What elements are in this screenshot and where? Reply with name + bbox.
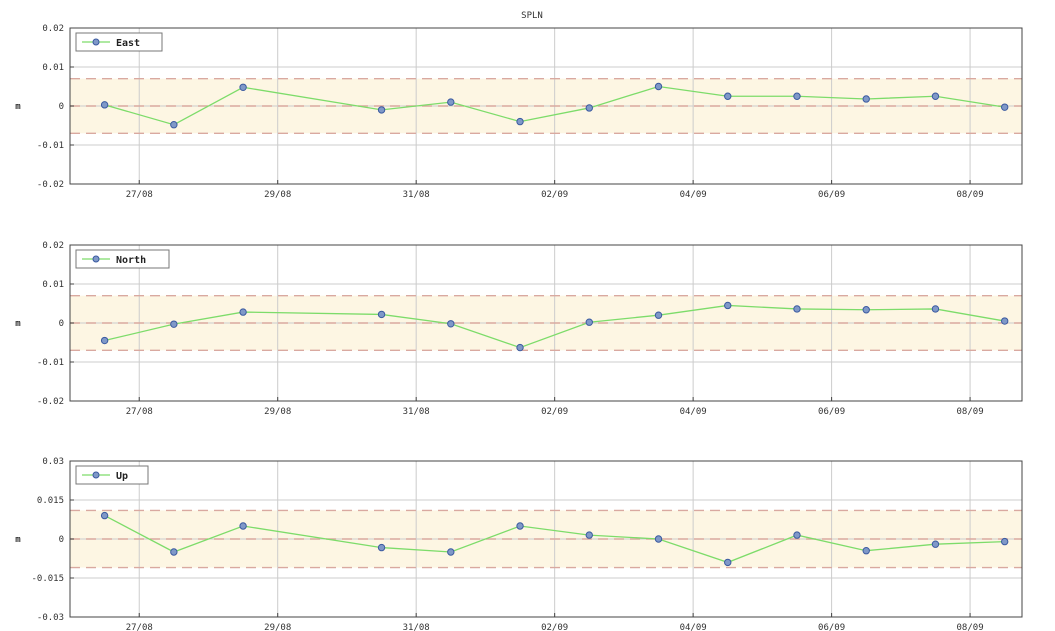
y-tick-label: 0 bbox=[59, 535, 64, 545]
panel-east: -0.02 -0.01 0 0.01 0.02 27/08 29/08 31/08 02/09 0… bbox=[15, 24, 1023, 200]
x-tick-label: 27/08 bbox=[126, 190, 153, 200]
y-tick-label: 0.01 bbox=[42, 63, 64, 73]
data-point bbox=[793, 305, 801, 313]
data-point bbox=[862, 95, 870, 103]
legend: Up bbox=[75, 465, 149, 485]
y-tick-label: 0.01 bbox=[42, 280, 64, 290]
data-point bbox=[239, 308, 247, 316]
x-tick-label: 08/09 bbox=[957, 190, 984, 200]
data-point bbox=[377, 106, 386, 114]
data-point bbox=[654, 82, 663, 91]
x-tick-label: 08/09 bbox=[957, 407, 984, 417]
panel-up: -0.03 -0.015 0 0.015 0.03 27/08 29/08 31/08 02/0… bbox=[15, 457, 1023, 631]
x-tick-label: 02/09 bbox=[541, 190, 568, 200]
x-tick-label: 31/08 bbox=[403, 407, 430, 417]
data-point bbox=[585, 104, 593, 112]
data-point bbox=[793, 92, 801, 100]
legend-label: Up bbox=[116, 471, 128, 482]
legend: North bbox=[75, 249, 170, 269]
data-point bbox=[654, 311, 663, 319]
data-point bbox=[516, 522, 524, 530]
x-tick-label: 06/09 bbox=[818, 190, 845, 200]
data-point bbox=[100, 511, 109, 520]
x-tick-label: 02/09 bbox=[541, 623, 568, 631]
data-point bbox=[724, 301, 732, 310]
data-point bbox=[862, 547, 870, 555]
data-point bbox=[724, 92, 732, 100]
data-point bbox=[239, 522, 247, 530]
data-point bbox=[377, 310, 386, 319]
x-tick-label: 29/08 bbox=[264, 623, 291, 631]
y-tick-label: -0.03 bbox=[37, 613, 64, 623]
y-tick-label: 0.02 bbox=[42, 24, 64, 34]
panel-north: -0.02 -0.01 0 0.01 0.02 27/08 29/08 31/08 02/09 0… bbox=[15, 241, 1023, 417]
x-tick-label: 04/09 bbox=[680, 190, 707, 200]
x-tick-label: 27/08 bbox=[126, 407, 153, 417]
x-tick-label: 06/09 bbox=[818, 407, 845, 417]
data-point bbox=[170, 320, 178, 328]
data-point bbox=[654, 535, 663, 543]
x-tick-label: 29/08 bbox=[264, 407, 291, 417]
data-point bbox=[931, 92, 940, 100]
data-point bbox=[170, 121, 178, 129]
data-point bbox=[931, 305, 940, 313]
y-tick-label: 0.03 bbox=[42, 457, 64, 467]
data-point bbox=[793, 531, 801, 539]
y-tick-label: -0.01 bbox=[37, 358, 64, 368]
y-tick-label: 0.015 bbox=[37, 496, 64, 506]
x-tick-label: 04/09 bbox=[680, 623, 707, 631]
y-tick-label: -0.02 bbox=[37, 180, 64, 190]
data-point bbox=[516, 343, 524, 352]
y-axis-label: m bbox=[15, 102, 21, 112]
legend-marker-swatch bbox=[92, 255, 100, 263]
data-point bbox=[100, 101, 109, 109]
y-axis-label: m bbox=[15, 319, 21, 329]
x-tick-label: 27/08 bbox=[126, 623, 153, 631]
x-tick-label: 06/09 bbox=[818, 623, 845, 631]
data-point bbox=[516, 117, 524, 126]
y-tick-label: 0 bbox=[59, 319, 64, 329]
data-point bbox=[724, 558, 732, 567]
data-point bbox=[100, 336, 109, 345]
data-point bbox=[1000, 537, 1009, 546]
x-tick-label: 29/08 bbox=[264, 190, 291, 200]
x-tick-label: 31/08 bbox=[403, 623, 430, 631]
data-point bbox=[585, 531, 593, 539]
x-tick-label: 08/09 bbox=[957, 623, 984, 631]
data-point bbox=[239, 83, 247, 91]
legend-box bbox=[75, 32, 163, 52]
y-tick-label: -0.02 bbox=[37, 397, 64, 407]
data-point bbox=[170, 548, 178, 556]
legend-label: North bbox=[116, 255, 146, 266]
x-tick-label: 31/08 bbox=[403, 190, 430, 200]
legend-box bbox=[75, 465, 149, 485]
data-point bbox=[377, 543, 386, 552]
legend: East bbox=[75, 32, 163, 52]
legend-box bbox=[75, 249, 170, 269]
y-axis-label: m bbox=[15, 535, 21, 545]
data-point bbox=[862, 306, 870, 314]
figure-title: SPLN bbox=[521, 11, 543, 21]
legend-marker-swatch bbox=[92, 38, 100, 46]
panels-container: -0.02 -0.01 0 0.01 0.02 27/08 29/08 31/08 02/09 0… bbox=[15, 24, 1023, 631]
data-point bbox=[585, 318, 593, 326]
data-point bbox=[1000, 317, 1009, 325]
legend-marker-swatch bbox=[92, 471, 100, 479]
data-point bbox=[447, 548, 455, 556]
y-tick-label: -0.01 bbox=[37, 141, 64, 151]
x-tick-label: 02/09 bbox=[541, 407, 568, 417]
x-tick-label: 04/09 bbox=[680, 407, 707, 417]
data-point bbox=[1000, 103, 1009, 111]
y-tick-label: 0.02 bbox=[42, 241, 64, 251]
data-point bbox=[447, 98, 455, 106]
legend-label: East bbox=[116, 38, 140, 49]
data-point bbox=[447, 320, 455, 328]
data-point bbox=[931, 540, 940, 548]
y-tick-label: 0 bbox=[59, 102, 64, 112]
y-tick-label: -0.015 bbox=[31, 574, 64, 584]
